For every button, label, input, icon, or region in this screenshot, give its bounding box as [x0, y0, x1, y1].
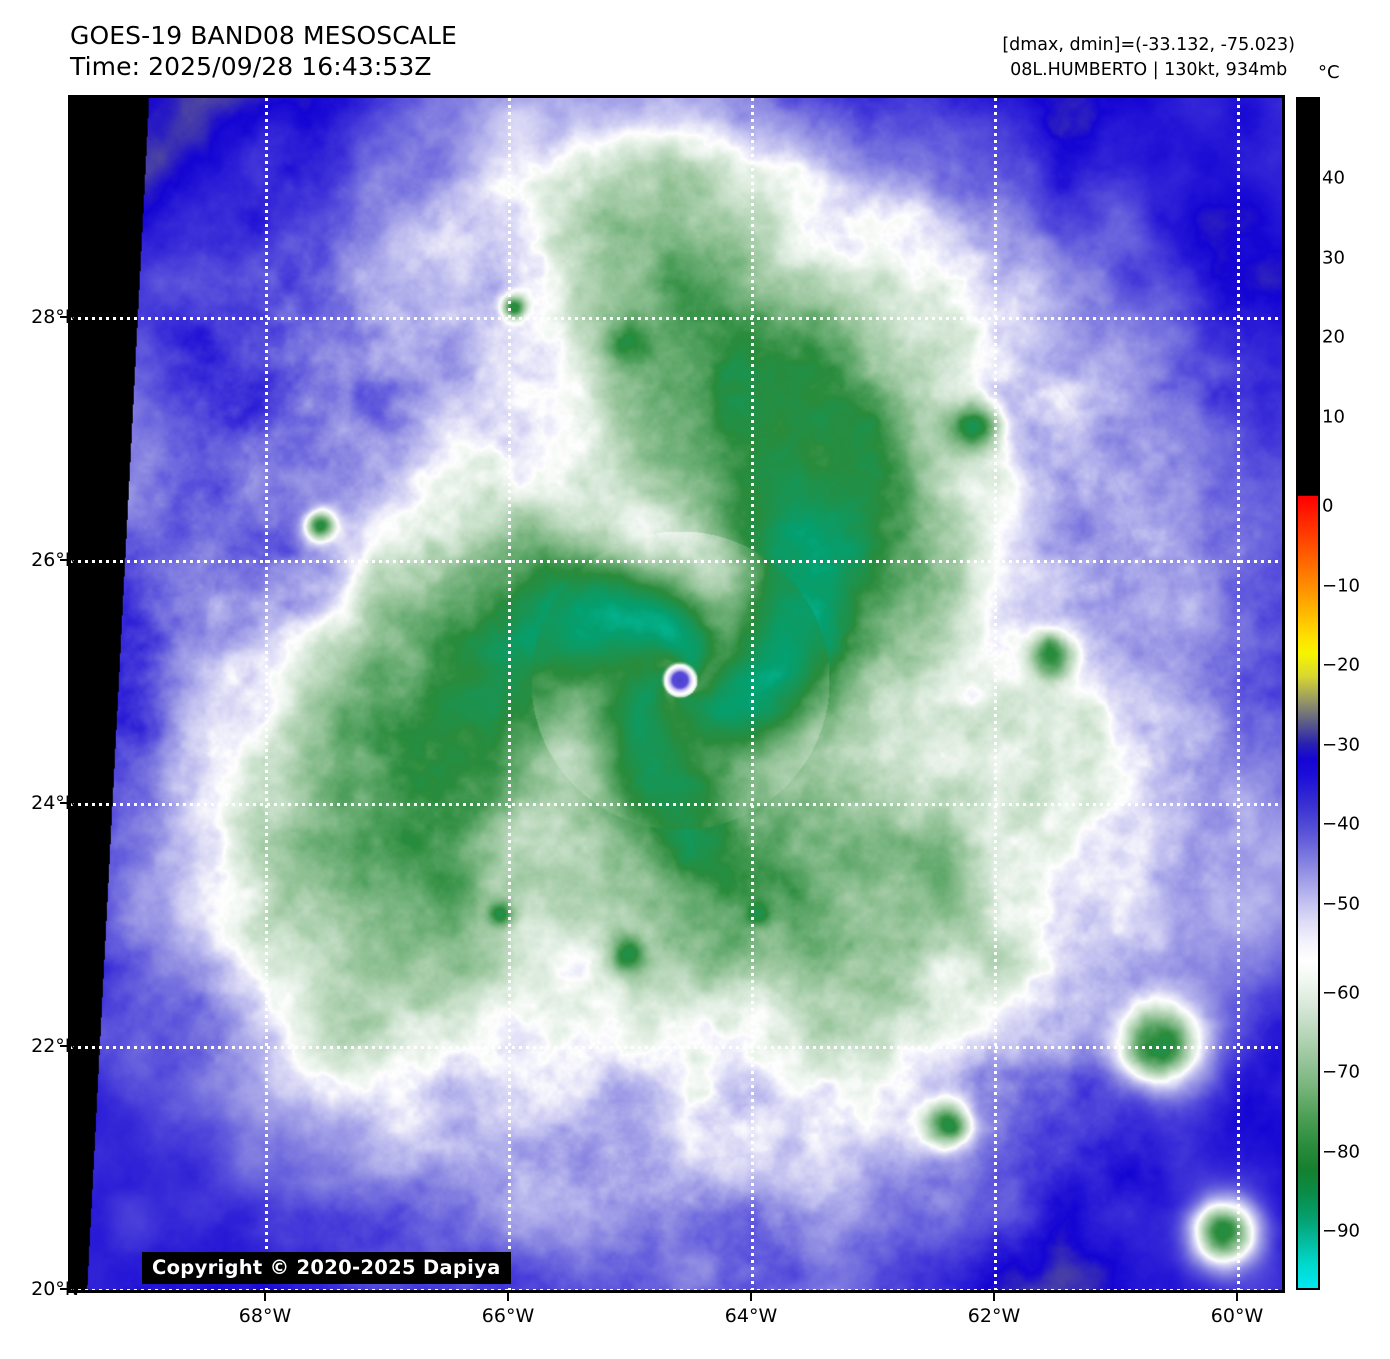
axis-label-lon-62: 62°W — [967, 1305, 1021, 1327]
page-title: GOES-19 BAND08 MESOSCALE Time: 2025/09/2… — [70, 20, 457, 82]
tick-lon-68 — [264, 1293, 266, 1301]
colorbar — [1296, 97, 1320, 1290]
colorbar-tick-n30: −30 — [1322, 734, 1360, 756]
axis-label-lat-20: 20°N — [31, 1278, 79, 1300]
tick-lon-60 — [1236, 1293, 1238, 1301]
colorbar-tick-10: 10 — [1322, 406, 1345, 428]
tick-lon-64 — [750, 1293, 752, 1301]
colorbar-tick-n70: −70 — [1322, 1061, 1360, 1083]
axis-label-lon-68: 68°W — [238, 1305, 292, 1327]
axis-label-lat-22: 22°N — [31, 1035, 79, 1057]
tick-lat-20 — [60, 1288, 68, 1290]
tick-lon-66 — [507, 1293, 509, 1301]
data-minmax-label: [dmax, dmin]=(-33.132, -75.023) — [1002, 35, 1295, 55]
colorbar-tick-n60: −60 — [1322, 982, 1360, 1004]
tick-lat-22 — [60, 1045, 68, 1047]
axis-label-lat-28: 28°N — [31, 306, 79, 328]
copyright-badge: Copyright © 2020-2025 Dapiya — [142, 1252, 511, 1284]
axis-label-lon-64: 64°W — [724, 1305, 778, 1327]
colorbar-tick-n10: −10 — [1322, 575, 1360, 597]
tick-lat-26 — [60, 559, 68, 561]
colorbar-tick-n80: −80 — [1322, 1141, 1360, 1163]
metadata-block: [dmax, dmin]=(-33.132, -75.023) 08L.HUMB… — [1002, 33, 1295, 83]
axis-label-lat-26: 26°N — [31, 549, 79, 571]
tick-lat-28 — [60, 316, 68, 318]
colorbar-tick-30: 30 — [1322, 247, 1345, 269]
tick-lon-62 — [993, 1293, 995, 1301]
title-product: GOES-19 BAND08 MESOSCALE — [70, 21, 457, 50]
tick-lat-24 — [60, 802, 68, 804]
title-time: Time: 2025/09/28 16:43:53Z — [70, 52, 432, 81]
satellite-imagery-canvas — [71, 98, 1282, 1290]
axis-label-lon-66: 66°W — [481, 1305, 535, 1327]
colorbar-tick-n50: −50 — [1322, 893, 1360, 915]
axis-label-lat-24: 24°N — [31, 792, 79, 814]
colorbar-unit-label: °C — [1318, 62, 1340, 83]
colorbar-tick-n90: −90 — [1322, 1220, 1360, 1242]
colorbar-tick-n40: −40 — [1322, 813, 1360, 835]
axis-label-lon-60: 60°W — [1210, 1305, 1264, 1327]
colorbar-tick-0: 0 — [1322, 495, 1334, 517]
storm-info-label: 08L.HUMBERTO | 130kt, 934mb — [1010, 60, 1288, 80]
colorbar-tick-20: 20 — [1322, 326, 1345, 348]
satellite-map: Copyright © 2020-2025 Dapiya — [68, 95, 1285, 1293]
colorbar-tick-n20: −20 — [1322, 654, 1360, 676]
colorbar-tick-40: 40 — [1322, 167, 1345, 189]
